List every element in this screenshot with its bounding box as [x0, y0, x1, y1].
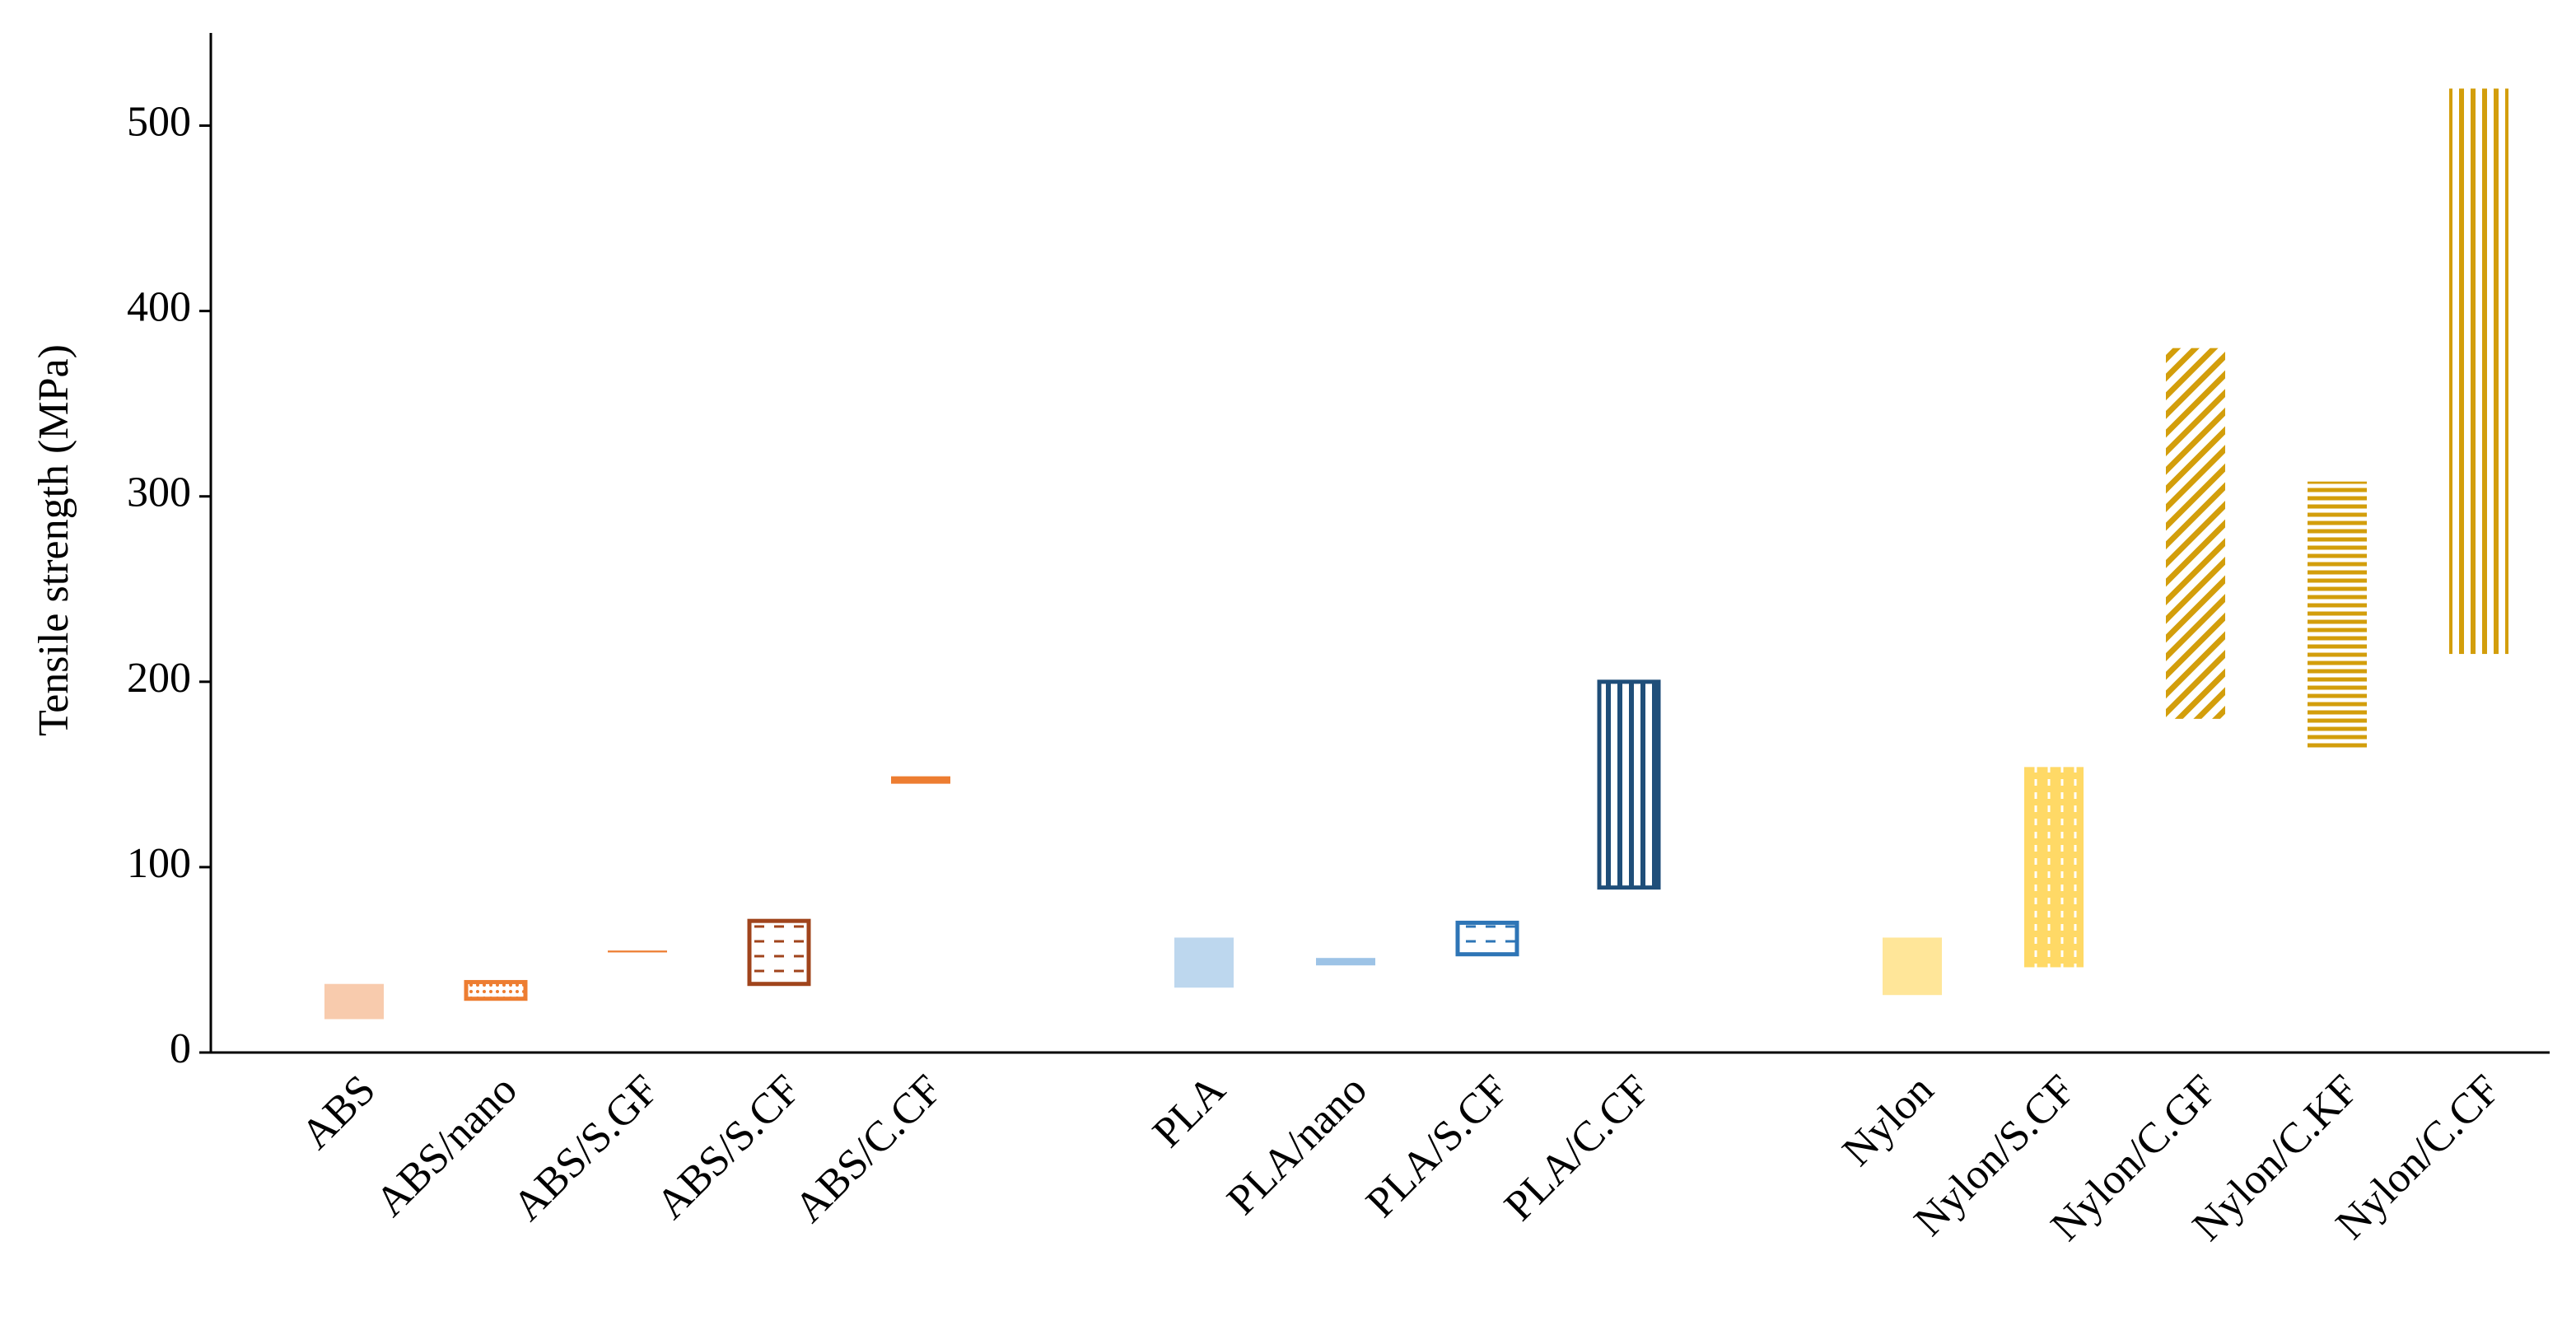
range-bar: [891, 776, 950, 784]
x-tick-label: ABS/S.GF: [504, 1067, 668, 1230]
x-tick-label: PLA/nano: [1218, 1067, 1375, 1224]
range-bar: [2308, 481, 2367, 749]
x-tick-label: ABS/C.CF: [786, 1067, 951, 1232]
x-tick-label: ABS/S.CF: [647, 1067, 810, 1229]
y-axis-label: Tensile strength (MPa): [30, 344, 77, 736]
range-bar: [2449, 88, 2508, 655]
range-bar: [324, 983, 384, 1020]
range-bar: [747, 918, 811, 987]
x-tick-label: PLA/C.CF: [1496, 1067, 1659, 1230]
y-tick-label: 500: [127, 98, 191, 145]
x-tick-label: ABS: [292, 1067, 385, 1159]
x-tick-label: Nylon: [1834, 1067, 1943, 1175]
range-bar: [464, 979, 528, 1001]
x-tick-label: PLA/S.CF: [1357, 1067, 1518, 1227]
range-bar: [2024, 767, 2084, 968]
range-bar: [1174, 937, 1234, 988]
range-bar: [608, 950, 667, 953]
x-tick-label: PLA: [1144, 1066, 1234, 1156]
range-bar: [1597, 679, 1661, 890]
y-tick-label: 0: [170, 1025, 191, 1072]
range-bar: [2166, 348, 2225, 719]
y-tick-label: 400: [127, 284, 191, 331]
range-bar: [1883, 937, 1942, 996]
range-bar: [1455, 920, 1519, 957]
y-tick-label: 100: [127, 840, 191, 887]
y-tick-label: 200: [127, 655, 191, 702]
x-tick-label: ABS/nano: [366, 1067, 526, 1226]
range-bar: [1316, 958, 1375, 966]
y-tick-label: 300: [127, 469, 191, 516]
